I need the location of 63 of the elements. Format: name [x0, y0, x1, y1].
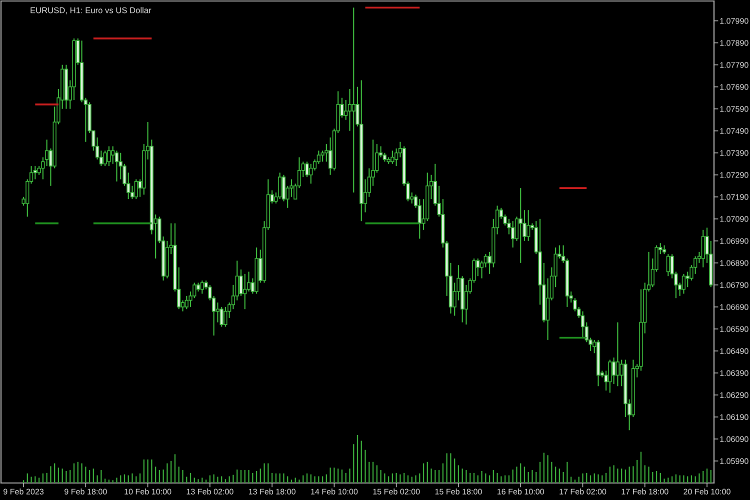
- y-tick-label: 1.06190: [720, 414, 748, 420]
- x-tick-label: 14 Feb 10:00: [311, 488, 358, 494]
- candlestick: [33, 166, 37, 180]
- y-tick-label: 1.06490: [720, 348, 748, 354]
- candlestick: [580, 310, 585, 338]
- y-tick-label: 1.07090: [720, 216, 748, 222]
- candlestick: [107, 146, 111, 167]
- candlestick: [476, 258, 480, 277]
- candlestick: [200, 280, 204, 294]
- x-tick-label: 17 Feb 02:00: [560, 488, 606, 494]
- y-tick-label: 1.06590: [720, 326, 748, 332]
- y-tick-label: 1.06690: [720, 304, 748, 310]
- y-tick-label: 1.07390: [720, 150, 748, 156]
- candlestick: [224, 306, 228, 328]
- y-tick-label: 1.06090: [720, 436, 748, 442]
- x-tick-label: 16 Feb 10:00: [497, 488, 544, 494]
- y-tick-label: 1.06290: [720, 392, 748, 398]
- candlestick: [518, 188, 522, 264]
- candlestick: [114, 150, 119, 182]
- y-tick-label: 1.07290: [720, 172, 748, 178]
- x-tick-label: 13 Feb 02:00: [186, 488, 234, 494]
- x-tick-label: 9 Feb 2023: [4, 488, 44, 494]
- candlestick: [278, 172, 282, 200]
- candlestick: [220, 306, 224, 328]
- candlestick: [612, 356, 616, 385]
- x-tick-label: 10 Feb 10:00: [124, 488, 172, 494]
- candlestick: [134, 178, 138, 200]
- candlestick: [526, 210, 530, 242]
- x-tick-label: 9 Feb 18:00: [64, 488, 107, 494]
- candlestick: [309, 163, 313, 184]
- candlestick: [418, 198, 422, 240]
- y-tick-label: 1.07690: [720, 84, 748, 90]
- candlestick: [686, 271, 690, 288]
- y-tick-label: 1.05990: [720, 458, 748, 464]
- candlestick: [348, 88, 352, 132]
- x-tick-label: 13 Feb 18:00: [248, 488, 296, 494]
- y-tick-label: 1.06990: [720, 238, 748, 244]
- x-tick-label: 20 Feb 10:00: [684, 488, 730, 494]
- y-tick-label: 1.06390: [720, 370, 748, 376]
- y-tick-label: 1.07890: [720, 40, 748, 46]
- candlestick: [616, 322, 620, 387]
- x-tick-label: 15 Feb 18:00: [435, 488, 482, 494]
- candlestick: [243, 273, 247, 310]
- y-tick-label: 1.06890: [720, 260, 748, 266]
- candlestick: [390, 150, 394, 164]
- y-tick-label: 1.06790: [720, 282, 748, 288]
- candlestick: [666, 254, 670, 277]
- text: EURUSD, H1: Euro vs US Dollar: [30, 7, 152, 14]
- candlestick: [511, 220, 515, 248]
- y-tick-label: 1.07590: [720, 106, 748, 112]
- y-tick-label: 1.07990: [720, 18, 748, 24]
- x-tick-label: 17 Feb 18:00: [622, 488, 668, 494]
- candlestick: [352, 7, 356, 194]
- candlestick: [682, 273, 686, 294]
- candlestick: [216, 302, 220, 323]
- y-tick-label: 1.07790: [720, 62, 748, 68]
- candlestick: [103, 150, 107, 167]
- candlestick: [701, 229, 705, 268]
- candlestick: [608, 359, 612, 394]
- y-tick-label: 1.07490: [720, 128, 748, 134]
- y-tick-label: 1.07190: [720, 194, 748, 200]
- candlestick: [184, 295, 188, 310]
- x-tick-label: 15 Feb 02:00: [373, 488, 420, 494]
